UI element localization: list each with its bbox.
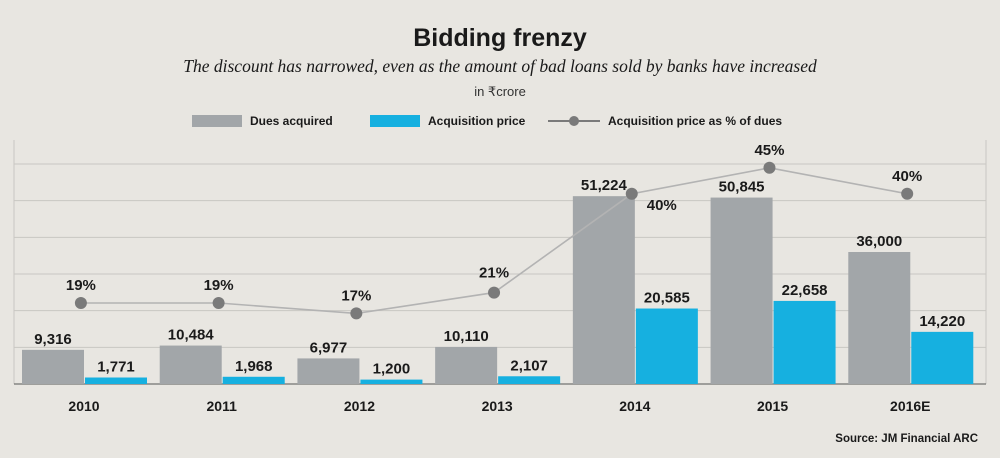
unit-label: in ₹crore — [474, 84, 526, 99]
value-labels: 9,316 1,771 10,484 1,968 6,977 1,200 10,110 2,1… — [34, 142, 965, 378]
data-label-dues-acquired: 36,000 — [856, 233, 902, 250]
bar-dues-acquired — [22, 349, 84, 384]
legend-swatch-dues-acquired — [192, 115, 242, 127]
chart-subtitle: The discount has narrowed, even as the a… — [183, 56, 817, 76]
category-label: 2014 — [619, 398, 650, 414]
bar-acquisition-price — [85, 377, 147, 384]
data-label-dues-acquired: 50,845 — [719, 179, 765, 196]
legend-swatch-acquisition-price — [370, 115, 420, 127]
pct-line — [74, 161, 914, 320]
bar-acquisition-price — [911, 331, 974, 384]
legend-marker-pct — [569, 116, 579, 126]
chart-title: Bidding frenzy — [413, 24, 587, 52]
category-labels: 2010 2011 2012 2013 2014 2015 2016E — [68, 398, 930, 414]
pct-point — [350, 307, 363, 320]
bar-dues-acquired — [710, 197, 773, 384]
category-label: 2011 — [207, 398, 238, 414]
bar-acquisition-price — [360, 379, 423, 384]
bar-dues-acquired — [848, 252, 911, 384]
data-label-dues-acquired: 10,110 — [444, 328, 489, 345]
data-label-pct: 40% — [647, 197, 677, 214]
category-label: 2015 — [757, 398, 788, 414]
pct-point — [212, 297, 225, 309]
data-label-dues-acquired: 6,977 — [310, 339, 348, 356]
data-label-pct: 40% — [892, 168, 922, 185]
data-label-dues-acquired: 9,316 — [34, 331, 72, 348]
legend: Dues acquired Acquisition price Acquisit… — [192, 114, 782, 128]
data-label-acquisition-price: 20,585 — [644, 290, 690, 307]
data-label-acquisition-price: 1,771 — [97, 359, 135, 376]
bar-acquisition-price — [498, 376, 561, 384]
data-label-pct: 19% — [66, 277, 96, 294]
pct-point — [763, 161, 776, 174]
bar-dues-acquired — [435, 346, 498, 384]
data-label-pct: 45% — [754, 142, 784, 159]
bar-acquisition-price — [773, 300, 836, 384]
data-label-acquisition-price: 22,658 — [782, 282, 828, 299]
pct-point — [488, 286, 501, 299]
data-label-dues-acquired: 10,484 — [168, 327, 215, 344]
data-label-dues-acquired: 51,224 — [581, 177, 628, 194]
category-label: 2013 — [482, 398, 513, 414]
pct-point — [74, 297, 87, 309]
bar-dues-acquired — [572, 196, 635, 384]
data-label-acquisition-price: 2,107 — [510, 357, 548, 374]
pct-point — [901, 187, 914, 200]
bar-dues-acquired — [297, 358, 360, 384]
category-label: 2012 — [344, 398, 375, 414]
bar-acquisition-price — [635, 308, 698, 384]
pct-point — [625, 187, 638, 200]
legend-label-dues-acquired: Dues acquired — [250, 114, 333, 128]
legend-label-acquisition-price: Acquisition price — [428, 114, 526, 128]
category-label: 2010 — [68, 398, 99, 414]
bar-dues-acquired — [159, 345, 222, 384]
bar-acquisition-price — [222, 376, 285, 384]
data-label-acquisition-price: 1,200 — [373, 361, 411, 378]
source-note: Source: JM Financial ARC — [835, 433, 978, 445]
data-label-pct: 17% — [341, 287, 371, 304]
data-label-pct: 19% — [204, 277, 234, 294]
category-label: 2016E — [890, 398, 930, 414]
data-label-acquisition-price: 14,220 — [919, 313, 965, 330]
data-label-pct: 21% — [479, 265, 509, 282]
bars — [22, 196, 974, 384]
data-label-acquisition-price: 1,968 — [235, 358, 273, 375]
legend-label-pct: Acquisition price as % of dues — [608, 114, 782, 128]
